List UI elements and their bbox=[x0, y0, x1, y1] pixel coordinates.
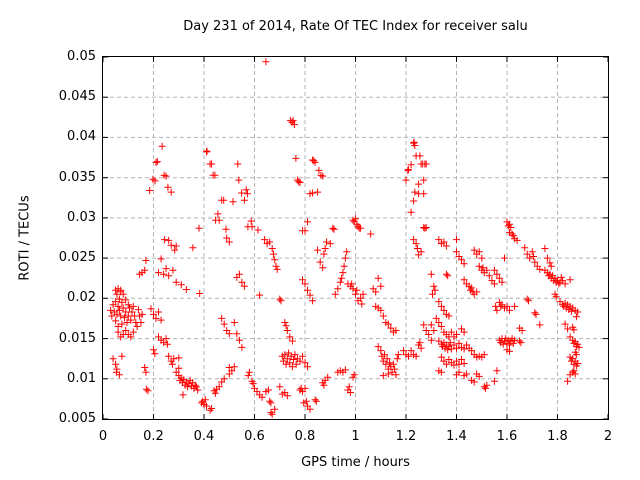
y-tick-label: 0.01 bbox=[67, 370, 96, 386]
x-tick-label: 1 bbox=[351, 429, 360, 444]
y-tick-label: 0.03 bbox=[67, 209, 96, 225]
y-tick-label: 0.04 bbox=[67, 129, 96, 145]
y-tick-label: 0.015 bbox=[58, 330, 96, 346]
chart-title: Day 231 of 2014, Rate Of TEC Index for r… bbox=[183, 19, 528, 34]
x-tick-label: 0.8 bbox=[294, 429, 316, 444]
x-tick-label: 1.6 bbox=[496, 429, 518, 444]
x-tick-label: 0.2 bbox=[143, 429, 164, 444]
plot-svg bbox=[103, 57, 608, 419]
x-tick-label: 0.6 bbox=[244, 429, 265, 444]
y-tick-label: 0.025 bbox=[58, 250, 96, 266]
x-tick-label: 0.4 bbox=[193, 429, 215, 444]
x-tick-label: 0 bbox=[98, 429, 108, 444]
y-tick-label: 0.035 bbox=[58, 169, 96, 185]
y-tick-label: 0.005 bbox=[58, 411, 96, 426]
plot-area bbox=[102, 56, 609, 420]
y-axis-label: ROTI / TECUs bbox=[17, 195, 33, 281]
x-tick-label: 1.4 bbox=[446, 429, 467, 444]
y-tick-label: 0.045 bbox=[58, 89, 96, 105]
y-tick-label: 0.05 bbox=[67, 49, 96, 64]
data-points bbox=[107, 58, 583, 418]
y-tick-label: 0.02 bbox=[67, 290, 96, 306]
x-tick-label: 2 bbox=[603, 429, 613, 444]
x-axis-label: GPS time / hours bbox=[301, 455, 410, 470]
x-tick-label: 1.8 bbox=[547, 429, 568, 444]
x-tick-label: 1.2 bbox=[395, 429, 417, 444]
